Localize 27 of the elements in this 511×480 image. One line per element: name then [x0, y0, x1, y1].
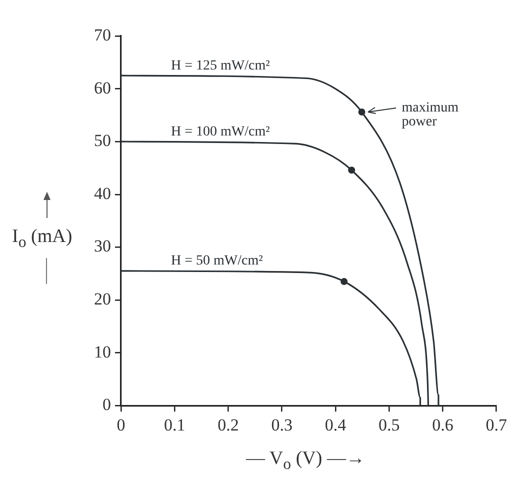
x-tick-label: 0.2: [218, 415, 239, 434]
y-tick-label: 70: [94, 25, 111, 44]
y-tick-label: 60: [94, 78, 111, 98]
line-series: [121, 270, 422, 406]
y-tick-label: 50: [94, 131, 111, 150]
x-tick-label: 0.7: [486, 415, 508, 434]
y-tick-label: 10: [94, 342, 111, 362]
x-tick-label: 0.6: [432, 415, 454, 434]
annotation: H = 125 mW/cm²: [171, 58, 270, 74]
point: [358, 108, 366, 116]
line-series: [121, 140, 430, 406]
annotation: H = 100 mW/cm²: [171, 124, 270, 140]
x-tick-label: 0.1: [164, 415, 186, 434]
y-tick-label: 20: [94, 289, 111, 308]
x-tick-label: 0: [116, 415, 126, 434]
annotation: maximum power: [402, 100, 459, 130]
x-tick-label: 0.5: [378, 415, 400, 434]
y-tick-label: 30: [94, 236, 111, 256]
x-axis-title: — V$_{o}$ (V) —→: [244, 448, 366, 474]
annotation: H = 50 mW/cm²: [171, 254, 263, 269]
x-tick-label: 0.3: [271, 415, 292, 434]
x-tick-label: 0.4: [324, 415, 347, 434]
y-axis-title: I$_{o}$ (mA): [12, 226, 72, 252]
point: [348, 166, 356, 174]
y-tick-label: 0: [102, 395, 111, 414]
point: [340, 278, 348, 286]
y-tick-label: 40: [94, 184, 111, 203]
